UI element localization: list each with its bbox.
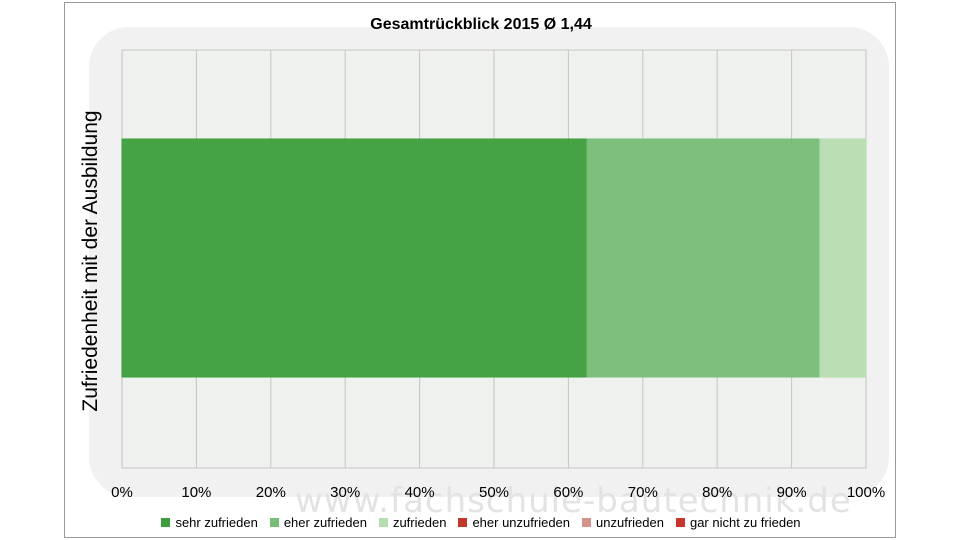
- legend-item: zufrieden: [378, 515, 447, 530]
- chart-title: Gesamtrückblick 2015 Ø 1,44: [370, 16, 592, 33]
- x-tick-label: 20%: [256, 484, 286, 501]
- legend-label: eher zufrieden: [283, 515, 367, 530]
- legend-item: gar nicht zu frieden: [675, 515, 801, 530]
- x-tick-label: 30%: [330, 484, 360, 501]
- x-tick-label: 80%: [702, 484, 732, 501]
- legend-item: sehr zufrieden: [161, 515, 258, 530]
- legend-item: eher unzufrieden: [458, 515, 570, 530]
- legend-swatch: [582, 518, 592, 527]
- x-tick-label: 60%: [553, 484, 583, 501]
- bar-segment: [121, 138, 588, 378]
- x-tick-label: 90%: [777, 484, 807, 501]
- legend-swatch: [458, 518, 468, 527]
- legend-label: gar nicht zu frieden: [689, 515, 801, 530]
- x-tick-label: 10%: [181, 484, 211, 501]
- legend-label: zufrieden: [392, 515, 447, 530]
- legend: sehr zufrieden eher zufrieden zufrieden ehe…: [65, 515, 895, 530]
- legend-swatch: [378, 518, 388, 527]
- x-tick-label: 40%: [405, 484, 435, 501]
- legend-label: eher unzufrieden: [472, 515, 571, 530]
- bar-segment: [819, 138, 867, 378]
- legend-item: unzufrieden: [582, 515, 664, 530]
- bar-segment: [586, 138, 821, 378]
- x-tick-label: 100%: [847, 484, 885, 501]
- legend-item: eher zufrieden: [269, 515, 367, 530]
- legend-label: sehr zufrieden: [175, 515, 258, 530]
- x-tick-label: 0%: [111, 484, 133, 501]
- legend-swatch: [675, 518, 685, 527]
- watermark-text: www.fachschule-bautechnik.de: [295, 481, 852, 521]
- legend-swatch: [161, 518, 171, 527]
- legend-swatch: [269, 518, 279, 527]
- y-axis-label: Zufriedenheit mit der Ausbildung: [79, 110, 102, 412]
- x-tick-label: 70%: [628, 484, 658, 501]
- x-tick-label: 50%: [479, 484, 509, 501]
- chart-frame: www.fachschule-bautechnik.de 0% 10% 20% 30%…: [64, 2, 896, 538]
- legend-label: unzufrieden: [596, 515, 664, 530]
- chart-plot: 0% 10% 20% 30% 40% 50% 60% 70% 80% 90% 100%: [111, 49, 885, 501]
